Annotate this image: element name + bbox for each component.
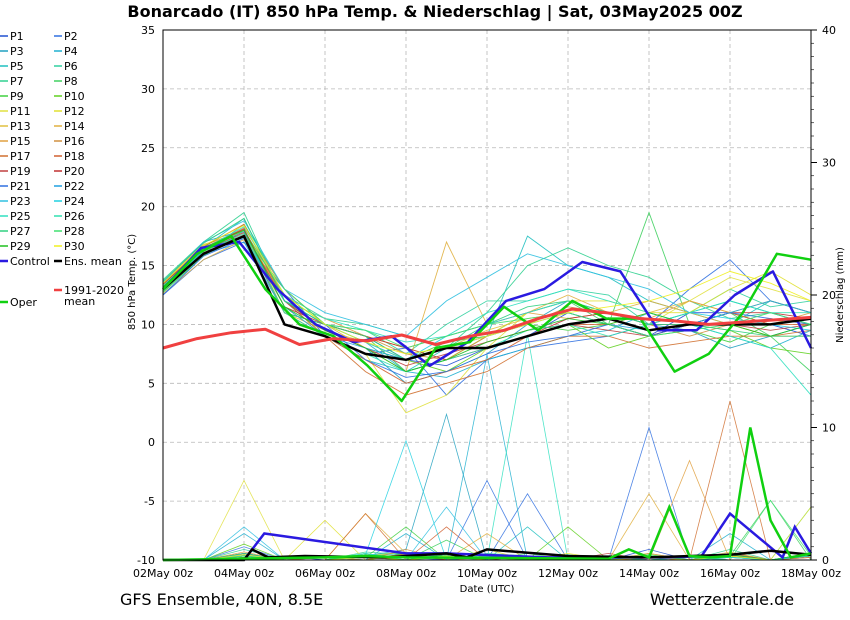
x-tick-label: 04May 00z [214, 567, 274, 580]
x-tick-label: 10May 00z [457, 567, 517, 580]
legend-label: P28 [64, 225, 85, 238]
y-axis-label: 850 hPa Temp. (°C) [127, 234, 138, 330]
y2-tick-label: 20 [822, 289, 836, 302]
legend-label: P1 [10, 30, 24, 43]
y-tick-label: 20 [141, 201, 155, 214]
footer-source: Wetterzentrale.de [650, 590, 794, 609]
y2-axis-ticks: 0 10 20 30 40 [811, 24, 836, 567]
legend-label: P3 [10, 45, 24, 58]
legend-label: 1991-2020 [64, 284, 124, 297]
legend-label: P5 [10, 60, 24, 73]
legend-label: P19 [10, 165, 31, 178]
legend-label: P10 [64, 90, 85, 103]
y-tick-label: 0 [148, 436, 155, 449]
y-tick-label: 5 [148, 377, 155, 390]
legend-label: P17 [10, 150, 31, 163]
legend-label: P18 [64, 150, 85, 163]
y2-axis-label: Niederschlag (mm) [835, 247, 846, 343]
legend-label: P4 [64, 45, 78, 58]
legend-label: P21 [10, 180, 31, 193]
legend-label: P6 [64, 60, 78, 73]
legend-label: P2 [64, 30, 78, 43]
legend-label: P8 [64, 75, 78, 88]
y-tick-label: 10 [141, 318, 155, 331]
legend-label: P23 [10, 195, 31, 208]
legend-label: P11 [10, 105, 31, 118]
y2-tick-label: 0 [822, 554, 829, 567]
y-tick-label: -5 [144, 495, 155, 508]
legend-label: P7 [10, 75, 24, 88]
y-tick-label: 25 [141, 142, 155, 155]
legend-label: P12 [64, 105, 85, 118]
legend-label: P9 [10, 90, 24, 103]
main-precip-line [163, 547, 812, 562]
x-tick-label: 18May 00z [781, 567, 841, 580]
x-tick-label: 02May 00z [133, 567, 193, 580]
member-precip-line [163, 459, 812, 561]
legend-label: P24 [64, 195, 85, 208]
y-axis-ticks: -10 -5 0 5 10 15 20 25 30 35 [137, 24, 155, 567]
x-tick-label: 16May 00z [700, 567, 760, 580]
legend-label: P26 [64, 210, 85, 223]
legend-label: Control [10, 255, 50, 268]
member-precip-line [163, 354, 812, 561]
y-tick-label: 35 [141, 24, 155, 37]
y-tick-label: 15 [141, 260, 155, 273]
y2-tick-label: 10 [822, 422, 836, 435]
legend-label: Oper [10, 296, 37, 309]
legend-label: Ens. mean [64, 255, 122, 268]
legend-label: P16 [64, 135, 85, 148]
member-temp-line [162, 223, 812, 396]
x-tick-label: 12May 00z [538, 567, 598, 580]
chart-title: Bonarcado (IT) 850 hPa Temp. & Niedersch… [127, 2, 742, 22]
x-tick-label: 14May 00z [619, 567, 679, 580]
legend-label: P15 [10, 135, 31, 148]
member-temp-line [162, 224, 812, 355]
x-axis-label: Date (UTC) [460, 584, 515, 595]
main-precip-line [162, 427, 812, 562]
legend-label-cont: mean [64, 295, 95, 308]
legend-label: P20 [64, 165, 85, 178]
legend-label: P14 [64, 120, 85, 133]
x-tick-label: 06May 00z [295, 567, 355, 580]
main-series [162, 234, 813, 562]
legend-label: P13 [10, 120, 31, 133]
y2-tick-label: 40 [822, 24, 836, 37]
y2-tick-label: 30 [822, 157, 836, 170]
legend-label: P29 [10, 240, 31, 253]
main-temp-line [162, 307, 812, 350]
main-temp-line [162, 234, 812, 403]
legend-label: P30 [64, 240, 85, 253]
legend-label: P27 [10, 225, 31, 238]
x-tick-label: 08May 00z [376, 567, 436, 580]
legend: P1 P2 P3 P4 P5 P6 P7 P8 P9 P10 P11 P12 P13 P14 P15 P16 P… [0, 30, 124, 309]
y-tick-label: -10 [137, 554, 155, 567]
y-tick-label: 30 [141, 83, 155, 96]
footer-model-info: GFS Ensemble, 40N, 8.5E [120, 590, 323, 609]
legend-label: P22 [64, 180, 85, 193]
x-axis-ticks: 02May 00z 04May 00z 06May 00z 08May 00z 10Ma… [133, 567, 841, 580]
legend-label: P25 [10, 210, 31, 223]
